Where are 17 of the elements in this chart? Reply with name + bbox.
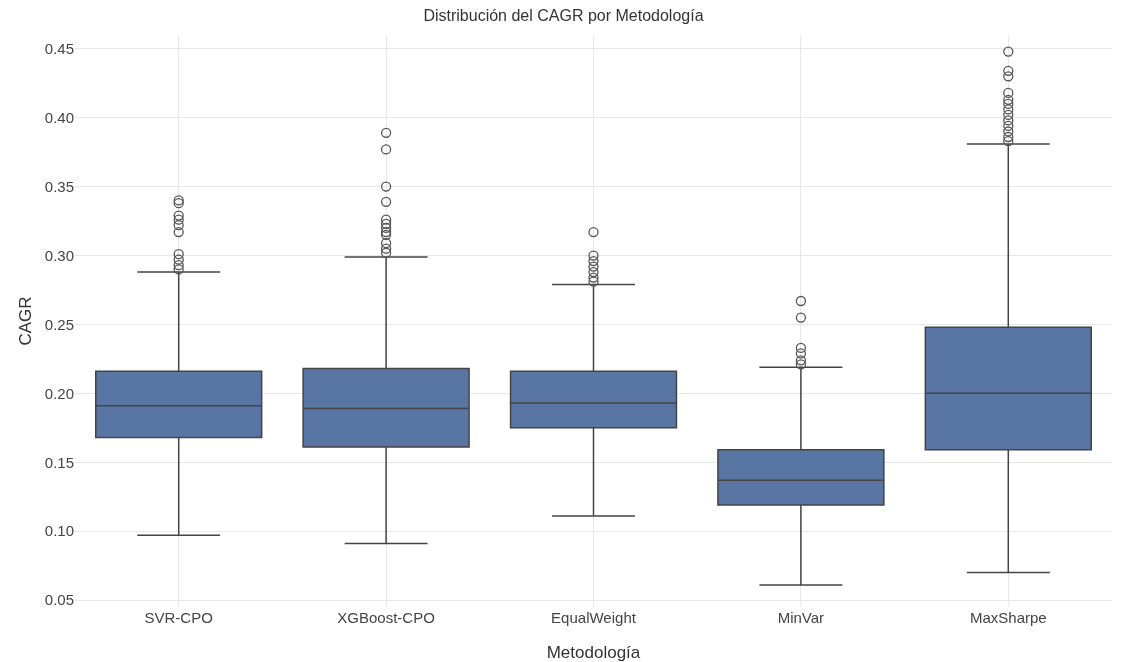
y-tick-label: 0.30 [44, 246, 74, 264]
y-tick-label: 0.45 [44, 40, 74, 58]
y-tick-label: 0.20 [44, 384, 74, 402]
y-tick-label: 0.15 [44, 453, 74, 471]
x-tick-label: EqualWeight [551, 609, 637, 626]
x-tick-label: MinVar [777, 609, 825, 626]
y-axis-title: CAGR [16, 296, 35, 346]
y-tick-label: 0.40 [44, 108, 74, 126]
x-tick-label: XGBoost-CPO [337, 609, 435, 626]
chart-title: Distribución del CAGR por Metodología [423, 7, 704, 25]
x-tick-label: MaxSharpe [969, 609, 1047, 626]
x-axis-title: Metodología [546, 643, 641, 662]
y-tick-label: 0.10 [44, 522, 74, 540]
y-tick-label: 0.35 [44, 177, 74, 195]
y-tick-label: 0.25 [44, 315, 74, 333]
y-tick-label: 0.05 [44, 591, 74, 609]
x-tick-label: SVR-CPO [144, 609, 213, 626]
